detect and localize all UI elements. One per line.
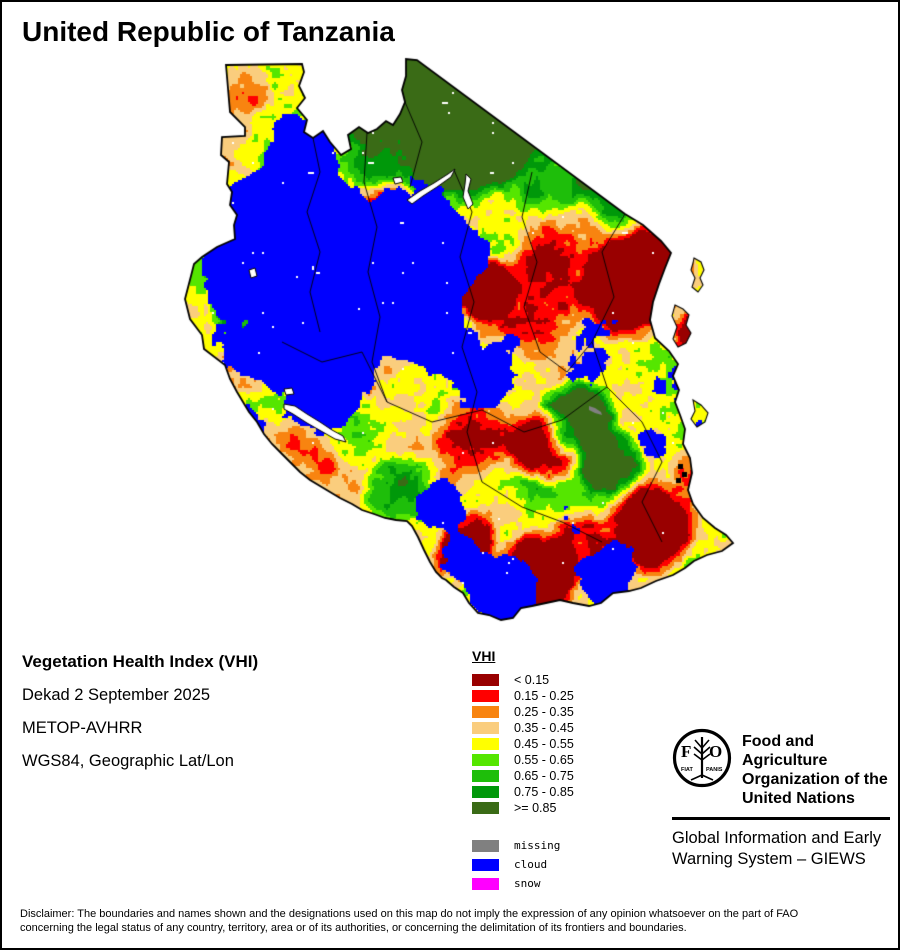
legend-swatch xyxy=(472,802,499,814)
legend-swatch xyxy=(472,738,499,750)
legend-item: 0.55 - 0.65 xyxy=(472,752,662,768)
legend-item: missing xyxy=(472,836,662,855)
legend-swatch xyxy=(472,839,499,852)
fao-name-line2: Organization of the xyxy=(742,771,888,788)
legend-swatch xyxy=(472,722,499,734)
legend-item: snow xyxy=(472,874,662,893)
fao-name: Food and Agriculture Organization of the… xyxy=(742,728,894,808)
svg-text:O: O xyxy=(709,742,722,761)
giews-line2: Warning System – GIEWS xyxy=(672,850,866,868)
legend-swatch xyxy=(472,770,499,782)
giews-label: Global Information and Early Warning Sys… xyxy=(672,828,894,870)
fao-divider xyxy=(672,817,890,820)
legend-title: VHI xyxy=(472,648,496,664)
legend-label: 0.35 - 0.45 xyxy=(514,721,574,735)
legend-item: 0.75 - 0.85 xyxy=(472,784,662,800)
fao-logo-icon: F O FIAT PANIS xyxy=(672,728,732,788)
projection-label: WGS84, Geographic Lat/Lon xyxy=(22,752,234,770)
page-title: United Republic of Tanzania xyxy=(22,16,395,47)
legend-swatch xyxy=(472,706,499,718)
product-name: Vegetation Health Index (VHI) xyxy=(22,652,259,671)
svg-text:F: F xyxy=(681,742,691,761)
dekad-label: Dekad 2 September 2025 xyxy=(22,686,211,704)
legend-label: 0.25 - 0.35 xyxy=(514,705,574,719)
legend-swatch xyxy=(472,877,499,890)
legend-label: cloud xyxy=(514,858,548,871)
legend-item: 0.15 - 0.25 xyxy=(472,688,662,704)
legend-label: >= 0.85 xyxy=(514,801,557,815)
legend-item: 0.25 - 0.35 xyxy=(472,704,662,720)
legend-class-list: < 0.15 0.15 - 0.25 0.25 - 0.35 0.35 - 0.45 0… xyxy=(472,672,662,816)
fao-block: F O FIAT PANIS Food and Agriculture Orga… xyxy=(672,728,894,870)
legend-item: >= 0.85 xyxy=(472,800,662,816)
legend-label: 0.65 - 0.75 xyxy=(514,769,574,783)
map-info-block: Vegetation Health Index (VHI) Dekad 2 Se… xyxy=(22,652,352,785)
legend-swatch xyxy=(472,786,499,798)
legend-item: < 0.15 xyxy=(472,672,662,688)
fao-name-line1: Food and Agriculture xyxy=(742,733,828,769)
legend-item: 0.45 - 0.55 xyxy=(472,736,662,752)
legend-item: cloud xyxy=(472,855,662,874)
vhi-legend: VHI < 0.15 0.15 - 0.25 0.25 - 0.35 0.35 - 0… xyxy=(472,648,662,893)
legend-swatch xyxy=(472,754,499,766)
disclaimer-line2: concerning the legal status of any count… xyxy=(20,922,687,934)
legend-flag-list: missing cloud snow xyxy=(472,836,662,893)
legend-label: 0.45 - 0.55 xyxy=(514,737,574,751)
sensor-label: METOP-AVHRR xyxy=(22,719,143,737)
giews-line1: Global Information and Early xyxy=(672,829,882,847)
legend-label: 0.55 - 0.65 xyxy=(514,753,574,767)
svg-text:PANIS: PANIS xyxy=(706,767,723,773)
legend-label: missing xyxy=(514,839,561,852)
legend-label: < 0.15 xyxy=(514,673,550,687)
legend-label: 0.75 - 0.85 xyxy=(514,785,574,799)
fao-name-line3: United Nations xyxy=(742,790,855,807)
legend-label: snow xyxy=(514,877,541,890)
legend-swatch xyxy=(472,858,499,871)
disclaimer-line1: Disclaimer: The boundaries and names sho… xyxy=(20,908,799,920)
legend-swatch xyxy=(472,690,499,702)
legend-item: 0.35 - 0.45 xyxy=(472,720,662,736)
legend-swatch xyxy=(472,674,499,686)
legend-item: 0.65 - 0.75 xyxy=(472,768,662,784)
legend-label: 0.15 - 0.25 xyxy=(514,689,574,703)
svg-text:FIAT: FIAT xyxy=(681,767,693,773)
disclaimer: Disclaimer: The boundaries and names sho… xyxy=(20,907,888,935)
